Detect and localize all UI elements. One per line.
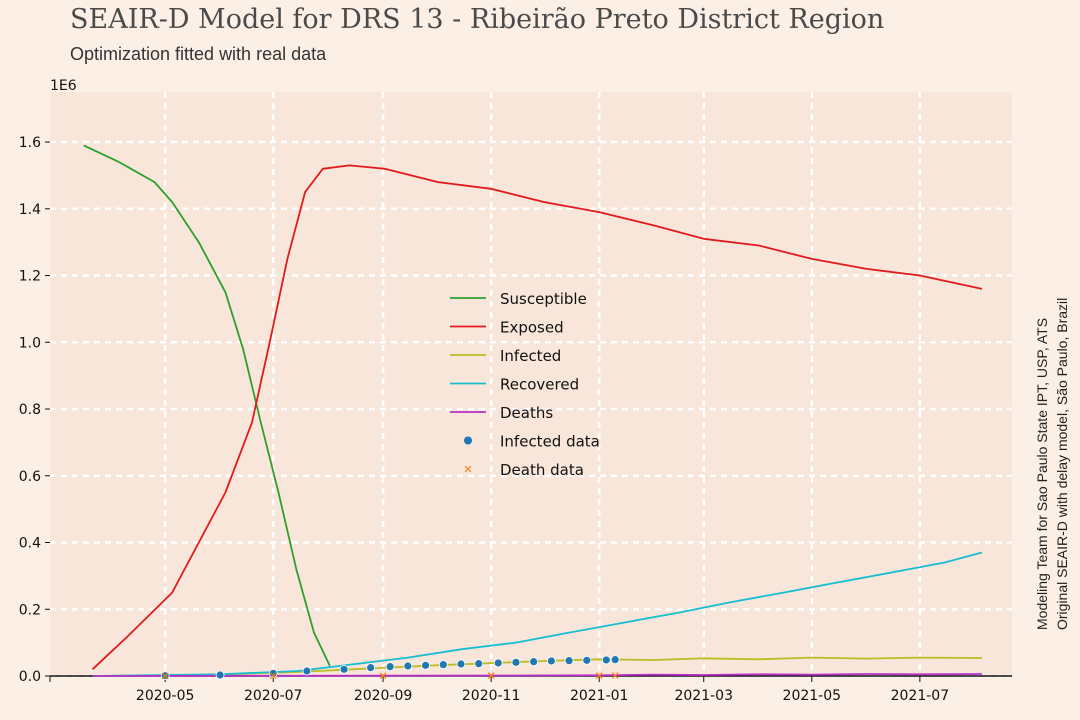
legend-label: Infected data [500, 433, 600, 451]
death-data-point [595, 672, 603, 679]
y-tick-label: 1.0 [19, 335, 41, 351]
y-tick-label: 0.2 [19, 602, 41, 618]
series-line-susceptible [83, 144, 331, 667]
death-data-point [611, 672, 619, 679]
infected-data-point [385, 662, 395, 672]
infected-data-point [215, 670, 225, 680]
y-tick-label: 1.4 [19, 202, 41, 218]
infected-data-point [529, 657, 539, 667]
legend-label: Recovered [500, 376, 579, 394]
infected-data-point [456, 659, 466, 669]
y-tick-label: 0.6 [19, 469, 41, 485]
y-tick-label: 1.2 [19, 269, 41, 285]
infected-data-point [564, 656, 574, 666]
infected-data-point [339, 664, 349, 674]
y-multiplier-label: 1E6 [50, 78, 77, 94]
series-line-exposed [91, 164, 983, 670]
x-tick-label: 2020-07 [244, 688, 303, 704]
y-tick-label: 0.0 [19, 669, 41, 685]
legend-swatch [464, 465, 472, 473]
plot-area [50, 92, 1012, 676]
infected-data-point [610, 655, 620, 665]
legend-label: Deaths [500, 404, 553, 422]
infected-data-point [601, 655, 611, 665]
x-tick-label: 2020-09 [354, 688, 413, 704]
infected-data-point [302, 666, 312, 676]
legend-swatch [464, 436, 472, 445]
y-tick-label: 0.4 [19, 536, 41, 552]
legend-label: Infected [500, 347, 561, 365]
x-tick-label: 2020-05 [136, 688, 195, 704]
infected-data-point [493, 658, 503, 668]
x-tick-label: 2021-01 [570, 688, 629, 704]
death-data-point [161, 672, 169, 680]
infected-data-point [511, 657, 521, 667]
series-line-recovered [92, 551, 983, 677]
legend-label: Exposed [500, 319, 564, 337]
legend-label: Susceptible [500, 290, 587, 308]
chart-subtitle: Optimization fitted with real data [70, 44, 327, 64]
x-tick-label: 2020-11 [462, 688, 521, 704]
infected-data-point [474, 659, 484, 669]
x-tick-label: 2021-05 [783, 688, 842, 704]
infected-data-point [403, 661, 413, 671]
x-tick-label: 2021-07 [891, 688, 950, 704]
y-tick-label: 1.6 [19, 135, 41, 151]
chart-title: SEAIR-D Model for DRS 13 - Ribeirão Pret… [70, 4, 885, 35]
infected-data-point [268, 668, 278, 678]
infected-data-point [366, 663, 376, 673]
death-data-point [379, 672, 387, 680]
death-data-point [269, 672, 277, 680]
infected-data-point [582, 655, 592, 665]
infected-data-point [421, 660, 430, 670]
y-tick-label: 0.8 [19, 402, 41, 418]
infected-data-point [546, 656, 556, 666]
x-tick-label: 2021-03 [674, 688, 733, 704]
death-data-point [487, 672, 495, 680]
legend-label: Death data [500, 461, 584, 479]
infected-data-point [438, 660, 448, 670]
